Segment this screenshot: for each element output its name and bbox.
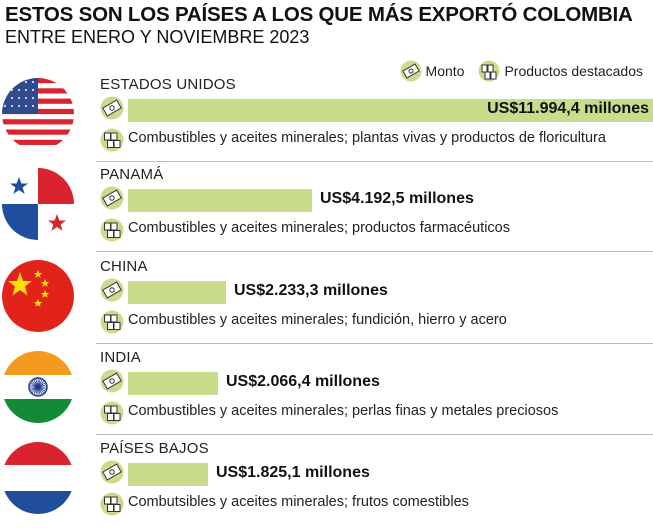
row-divider [96, 343, 653, 344]
barrels-icon [100, 218, 124, 242]
value-label: US$1.825,1 millones [216, 464, 370, 481]
legend-item-monto: Monto [400, 60, 465, 82]
value-bar [128, 189, 312, 212]
country-label: CHINA [100, 258, 148, 275]
money-icon [100, 460, 124, 484]
india-flag-icon [0, 349, 76, 425]
value-label: US$11.994,4 millones [487, 100, 649, 117]
value-bar [128, 281, 226, 304]
legend-label-productos: Productos destacados [504, 63, 643, 79]
barrels-icon [100, 492, 124, 516]
usa-flag-icon [0, 76, 76, 152]
row-divider [96, 161, 653, 162]
country-row: CHINA US$2.233,3 millones Combustibles y… [0, 258, 653, 348]
netherlands-flag-icon [0, 440, 76, 516]
row-divider [96, 251, 653, 252]
products-label: Combustibles y aceites minerales; produc… [128, 220, 510, 236]
products-label: Combustibles y aceites minerales; perlas… [128, 403, 559, 419]
country-label: INDIA [100, 349, 142, 366]
barrels-icon [100, 401, 124, 425]
value-bar [128, 463, 208, 486]
value-label: US$2.233,3 millones [234, 282, 388, 299]
country-row: PAÍSES BAJOS US$1.825,1 millones Combuts… [0, 440, 653, 530]
barrels-icon [100, 128, 124, 152]
money-icon [100, 96, 124, 120]
products-label: Combutsibles y aceites minerales; frutos… [128, 494, 469, 510]
money-icon [100, 278, 124, 302]
country-row: PANAMÁ US$4.192,5 millones Combustibles … [0, 166, 653, 256]
products-label: Combustibles y aceites minerales; planta… [128, 130, 606, 146]
value-bar [128, 99, 653, 122]
country-label: ESTADOS UNIDOS [100, 76, 236, 93]
chart-subtitle: ENTRE ENERO Y NOVIEMBRE 2023 [5, 27, 310, 47]
value-label: US$4.192,5 millones [320, 190, 474, 207]
money-icon [100, 369, 124, 393]
products-label: Combustibles y aceites minerales; fundic… [128, 312, 507, 328]
legend-item-productos: Productos destacados [478, 60, 643, 82]
barrels-icon [478, 60, 500, 82]
country-label: PANAMÁ [100, 166, 164, 183]
panama-flag-icon [0, 166, 76, 242]
legend-label-monto: Monto [425, 63, 465, 79]
legend: Monto Productos destacados [392, 60, 643, 82]
country-label: PAÍSES BAJOS [100, 440, 209, 457]
money-icon [100, 186, 124, 210]
country-row: INDIA US$2.066,4 millones Combustibles y… [0, 349, 653, 439]
chart-title: ESTOS SON LOS PAÍSES A LOS QUE MÁS EXPOR… [5, 3, 633, 26]
china-flag-icon [0, 258, 76, 334]
country-row: ESTADOS UNIDOS US$11.994,4 millones Comb… [0, 76, 653, 166]
row-divider [96, 434, 653, 435]
value-bar [128, 372, 218, 395]
value-label: US$2.066,4 millones [226, 373, 380, 390]
money-icon [400, 60, 422, 82]
barrels-icon [100, 310, 124, 334]
